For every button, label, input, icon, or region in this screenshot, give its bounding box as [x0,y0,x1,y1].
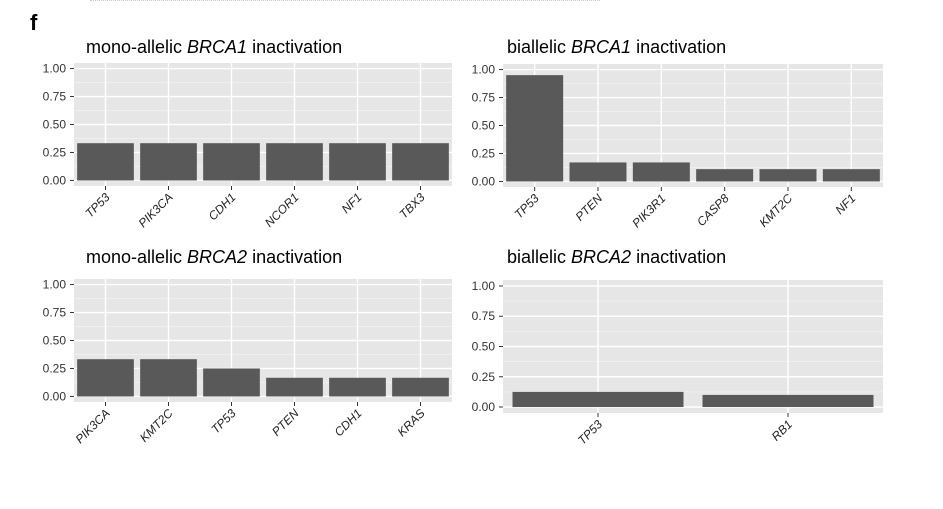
y-tick-label: 0.75 [43,90,67,104]
x-tick-label: TP53 [575,417,605,447]
y-tick-label: 0.00 [472,400,496,414]
bar-pik3r1 [632,162,690,182]
y-tick-label: 0.00 [472,174,496,188]
x-tick-label: NCOR1 [262,190,302,230]
y-tick-label: 0.50 [472,340,496,354]
bar-kras [392,377,449,397]
chart-title: biallelic BRCA2 inactivation [507,247,726,267]
bar-kmt2c [140,359,197,397]
bar-ncor1 [266,143,323,181]
x-tick-label: PTEN [573,191,606,224]
bar-nf1 [329,143,386,181]
bar-tp53 [77,143,134,181]
y-tick-label: 0.50 [472,119,496,133]
bar-casp8 [696,169,754,182]
bar-cdh1 [203,143,260,181]
x-tick-label: NF1 [833,191,859,217]
x-tick-label: RB1 [769,417,795,443]
bar-pten [266,377,323,397]
chart-title: mono-allelic BRCA2 inactivation [86,247,342,267]
y-tick-label: 0.75 [472,309,496,323]
y-tick-label: 0.25 [472,146,496,160]
x-tick-label: CDH1 [206,190,239,223]
bar-kmt2c [759,169,817,182]
x-tick-label: TP53 [512,191,542,221]
x-tick-label: PTEN [269,406,302,439]
y-tick-label: 0.75 [43,306,67,320]
chart-panel-4: 0.00 0.25 0.50 0.75 1.00 TP53 RB1 biallelic BRC… [472,247,883,447]
y-tick-label: 0.50 [43,334,67,348]
y-tick-label: 0.50 [43,118,67,132]
chart-panel-1: 0.00 0.25 0.50 0.75 1.00 TP53 PIK3CA CDH1 NCOR1 N… [43,37,452,230]
x-tick-label: KMT2C [137,406,176,445]
x-tick-label: TBX3 [396,190,427,221]
y-tick-label: 1.00 [472,279,496,293]
x-tick-label: KRAS [395,406,428,439]
x-tick-label: KMT2C [756,191,795,230]
chart-title: mono-allelic BRCA1 inactivation [86,37,342,57]
bar-tp53 [506,75,564,182]
y-tick-label: 0.25 [472,370,496,384]
bar-cdh1 [329,377,386,397]
y-tick-label: 0.25 [43,361,67,375]
bar-pik3ca [140,143,197,181]
y-tick-label: 1.00 [43,278,67,292]
x-tick-label: PIK3R1 [629,191,668,230]
chart-title: biallelic BRCA1 inactivation [507,37,726,57]
bar-pik3ca [77,359,134,397]
x-tick-label: PIK3CA [136,190,176,230]
y-tick-label: 1.00 [472,63,496,77]
x-tick-label: TP53 [82,190,112,220]
y-tick-label: 0.25 [43,145,67,159]
cropped-top-strip [90,0,600,5]
bar-tp53 [512,391,684,408]
y-tick-label: 0.00 [43,389,67,403]
x-tick-label: PIK3CA [73,406,113,446]
bar-nf1 [822,169,880,182]
y-tick-label: 0.00 [43,173,67,187]
x-tick-label: CDH1 [332,406,365,439]
chart-panel-3: 0.00 0.25 0.50 0.75 1.00 PIK3CA KMT2C TP53 PTEN C… [43,247,452,446]
bar-tbx3 [392,143,449,181]
bar-rb1 [702,394,874,408]
panel-letter: f [30,10,38,35]
bar-tp53 [203,368,260,397]
chart-panel-2: 0.00 0.25 0.50 0.75 1.00 TP53 PTEN PIK3R1 CASP8 K… [472,37,883,230]
bar-pten [569,162,627,182]
x-tick-label: TP53 [208,406,238,436]
y-tick-label: 1.00 [43,62,67,76]
x-tick-label: CASP8 [694,191,732,229]
x-tick-label: NF1 [339,190,365,216]
y-tick-label: 0.75 [472,91,496,105]
